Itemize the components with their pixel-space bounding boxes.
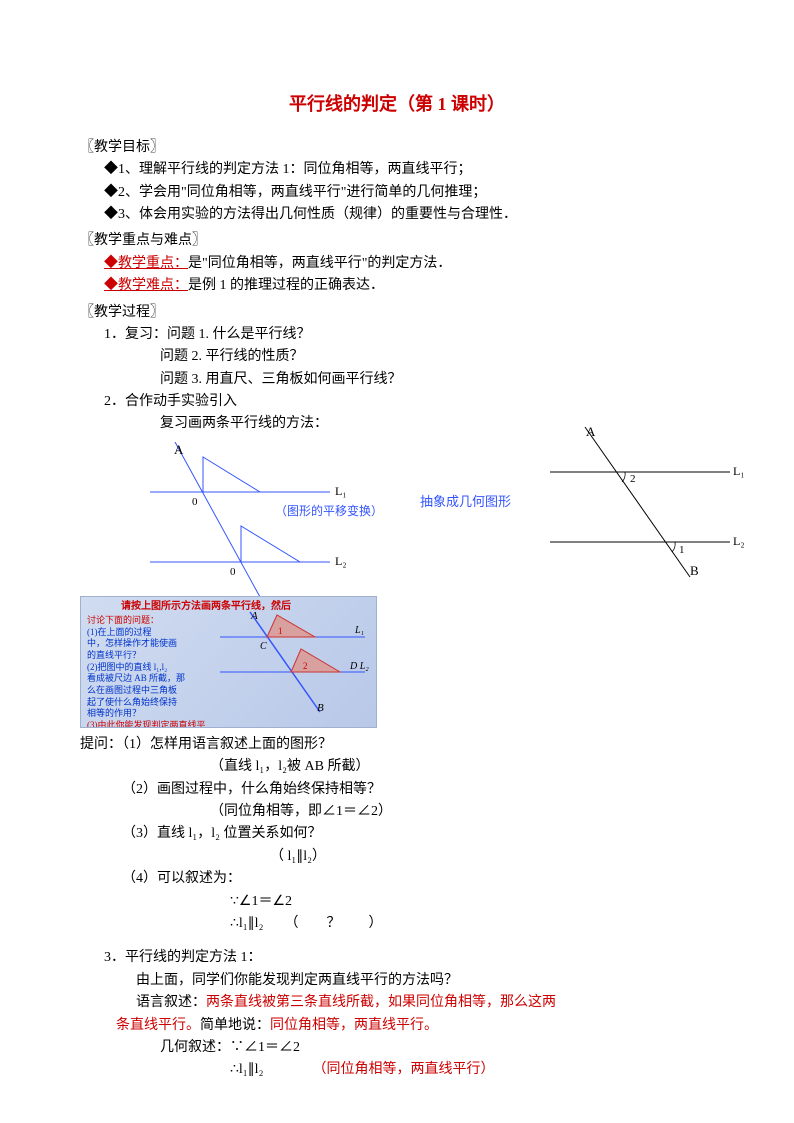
svg-text:2: 2	[303, 661, 308, 671]
method-geom2a: ∴l₁∥l₂	[230, 1062, 263, 1077]
objectives-header: 〖教学目标〗	[80, 137, 714, 159]
difficulty-line: ◆教学难点：是例 1 的推理过程的正确表达．	[80, 275, 714, 297]
qa4a: ∵∠1＝∠2	[80, 891, 714, 913]
qa2-answer: （同位角相等，即∠1＝∠2）	[80, 801, 714, 823]
method-geom2: ∴l₁∥l₂ （同位角相等，两直线平行）	[80, 1059, 714, 1081]
method-header: 3．平行线的判定方法 1：	[80, 947, 714, 969]
method-label1: 语言叙述：	[136, 995, 206, 1010]
inset-text: 讨论下面的问题： (1)在上面的过程 中，怎样操作才能使画 的直线平行？ (2)…	[87, 615, 207, 728]
label-B-right: B	[690, 563, 699, 578]
qa3-answer: （ l₁∥l₂）	[80, 846, 714, 868]
qa3: （3）直线 l₁，l₂ 位置关系如何？	[80, 823, 714, 845]
svg-text:D L₂: D L₂	[349, 661, 369, 672]
qa-block: 提问：（1）怎样用语言叙述上面的图形？ （直线 l₁，l₂被 AB 所截） （2…	[80, 734, 714, 936]
qa4: （4）可以叙述为：	[80, 868, 714, 890]
experiment-header: 2．合作动手实验引入	[80, 391, 714, 413]
qa-intro: 提问：	[80, 737, 122, 752]
label-L2-right: L₂	[733, 534, 745, 548]
keypoint-label: ◆教学重点：	[104, 256, 188, 271]
svg-text:C: C	[260, 641, 267, 652]
objective-2: ◆2、学会用"同位角相等，两直线平行"进行简单的几何推理；	[80, 182, 714, 204]
svg-text:L₁: L₁	[354, 625, 364, 636]
label-L1-right: L₁	[733, 464, 745, 478]
inset-diagram-svg: A B L₁ D L₂ 1 2 C	[215, 607, 370, 717]
difficulty-label: ◆教学难点：	[104, 278, 188, 293]
keypoint-text: 是"同位角相等，两直线平行"的判定方法．	[188, 256, 451, 271]
svg-text:0: 0	[230, 566, 236, 578]
qa1-answer: （直线 l₁，l₂被 AB 所截）	[80, 756, 714, 778]
method-label2: 简单地说：	[200, 1018, 270, 1033]
qa-intro-line: 提问：（1）怎样用语言叙述上面的图形？	[80, 734, 714, 756]
review-label: 1．复习：	[80, 327, 167, 342]
label-L1-left: L₁	[335, 484, 347, 498]
inset-figure: 请按上图所示方法画两条平行线，然后 讨论下面的问题： (1)在上面的过程 中，怎…	[80, 596, 377, 728]
review-block: 1．复习：问题 1. 什么是平行线？	[80, 324, 714, 346]
method-red3: 同位角相等，两直线平行。	[270, 1018, 438, 1033]
label-angle2: 2	[630, 473, 636, 485]
method-q: 由上面，同学们你能发现判定两直线平行的方法吗？	[80, 970, 714, 992]
arrow-icon	[430, 517, 510, 518]
qa4b: ∴l₁∥l₂ （ ？ ）	[80, 913, 714, 935]
review-q3: 问题 3. 用直尺、三角板如何画平行线？	[80, 369, 714, 391]
svg-text:A: A	[250, 610, 258, 622]
objective-3: ◆3、体会用实验的方法得出几何性质（规律）的重要性与合理性．	[80, 204, 714, 226]
blue-note: （图形的平移变换）	[275, 502, 383, 521]
review-q2: 问题 2. 平行线的性质？	[80, 346, 714, 368]
method-geom2b: （同位角相等，两直线平行）	[319, 1062, 494, 1077]
diagram-container: A L₁ L₂ 0 0 （图形的平移变换） 抽象成几何图形 A B L₁ L₂ …	[130, 442, 714, 602]
method-statement-line1: 语言叙述：两条直线被第三条直线所截，如果同位角相等，那么这两	[80, 992, 714, 1014]
page-title: 平行线的判定（第 1 课时）	[80, 90, 714, 119]
keypoint-line: ◆教学重点：是"同位角相等，两直线平行"的判定方法．	[80, 253, 714, 275]
review-q1: 问题 1. 什么是平行线？	[167, 327, 311, 342]
diagram-right: A B L₁ L₂ 2 1	[530, 422, 750, 582]
method-red1: 两条直线被第三条直线所截，如果同位角相等，那么这两	[206, 995, 556, 1010]
method-red2: 条直线平行。	[116, 1018, 200, 1033]
label-A-left: A	[174, 442, 184, 457]
arrow-label: 抽象成几何图形	[420, 492, 511, 513]
method-statement-line2: 条直线平行。简单地说：同位角相等，两直线平行。	[80, 1015, 714, 1037]
difficulty-text: 是例 1 的推理过程的正确表达．	[188, 278, 384, 293]
svg-text:B: B	[317, 702, 324, 714]
label-A-right: A	[586, 424, 596, 439]
qa1: （1）怎样用语言叙述上面的图形？	[122, 737, 332, 752]
svg-text:1: 1	[278, 626, 283, 636]
label-angle1: 1	[679, 544, 685, 556]
svg-text:0: 0	[192, 496, 198, 508]
objective-1: ◆1、理解平行线的判定方法 1：同位角相等，两直线平行；	[80, 159, 714, 181]
method-geom1: 几何叙述：∵∠1＝∠2	[80, 1037, 714, 1059]
diagram-left: A L₁ L₂ 0 0	[130, 442, 370, 602]
label-L2-left: L₂	[335, 554, 347, 568]
process-header: 〖教学过程〗	[80, 302, 714, 324]
keypoints-header: 〖教学重点与难点〗	[80, 230, 714, 252]
qa2: （2）画图过程中，什么角始终保持相等？	[80, 779, 714, 801]
